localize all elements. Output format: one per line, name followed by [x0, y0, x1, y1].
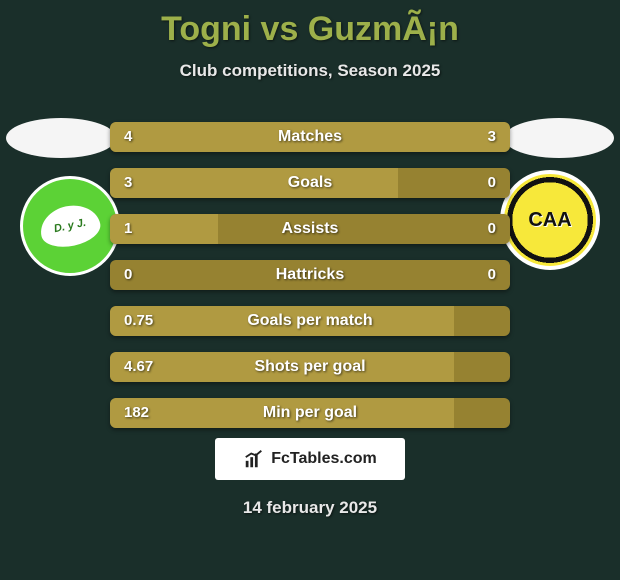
stat-row: 30Goals: [110, 168, 510, 198]
subtitle: Club competitions, Season 2025: [0, 61, 620, 81]
branding-text: FcTables.com: [271, 450, 377, 468]
player-left-photo: [6, 118, 116, 158]
stat-row: 0.75Goals per match: [110, 306, 510, 336]
stat-label: Goals: [110, 168, 510, 198]
club-logo-right: CAA: [500, 170, 600, 270]
stats-container: 43Matches 30Goals 10Assists 00Hattricks 0.75…: [110, 122, 510, 444]
stat-label: Shots per goal: [110, 352, 510, 382]
stat-label: Min per goal: [110, 398, 510, 428]
stat-row: 00Hattricks: [110, 260, 510, 290]
club-logo-left-text: D. y J.: [36, 200, 103, 252]
stat-row: 43Matches: [110, 122, 510, 152]
branding-badge[interactable]: FcTables.com: [215, 438, 405, 480]
club-logo-left: D. y J.: [20, 176, 120, 276]
club-logo-right-text: CAA: [528, 209, 571, 232]
page-title: Togni vs GuzmÃ¡n: [0, 0, 620, 49]
date-text: 14 february 2025: [0, 498, 620, 518]
stat-label: Assists: [110, 214, 510, 244]
stat-row: 10Assists: [110, 214, 510, 244]
stat-row: 182Min per goal: [110, 398, 510, 428]
stat-label: Goals per match: [110, 306, 510, 336]
stat-label: Hattricks: [110, 260, 510, 290]
player-right-photo: [504, 118, 614, 158]
chart-icon: [243, 448, 265, 470]
stat-row: 4.67Shots per goal: [110, 352, 510, 382]
stat-label: Matches: [110, 122, 510, 152]
